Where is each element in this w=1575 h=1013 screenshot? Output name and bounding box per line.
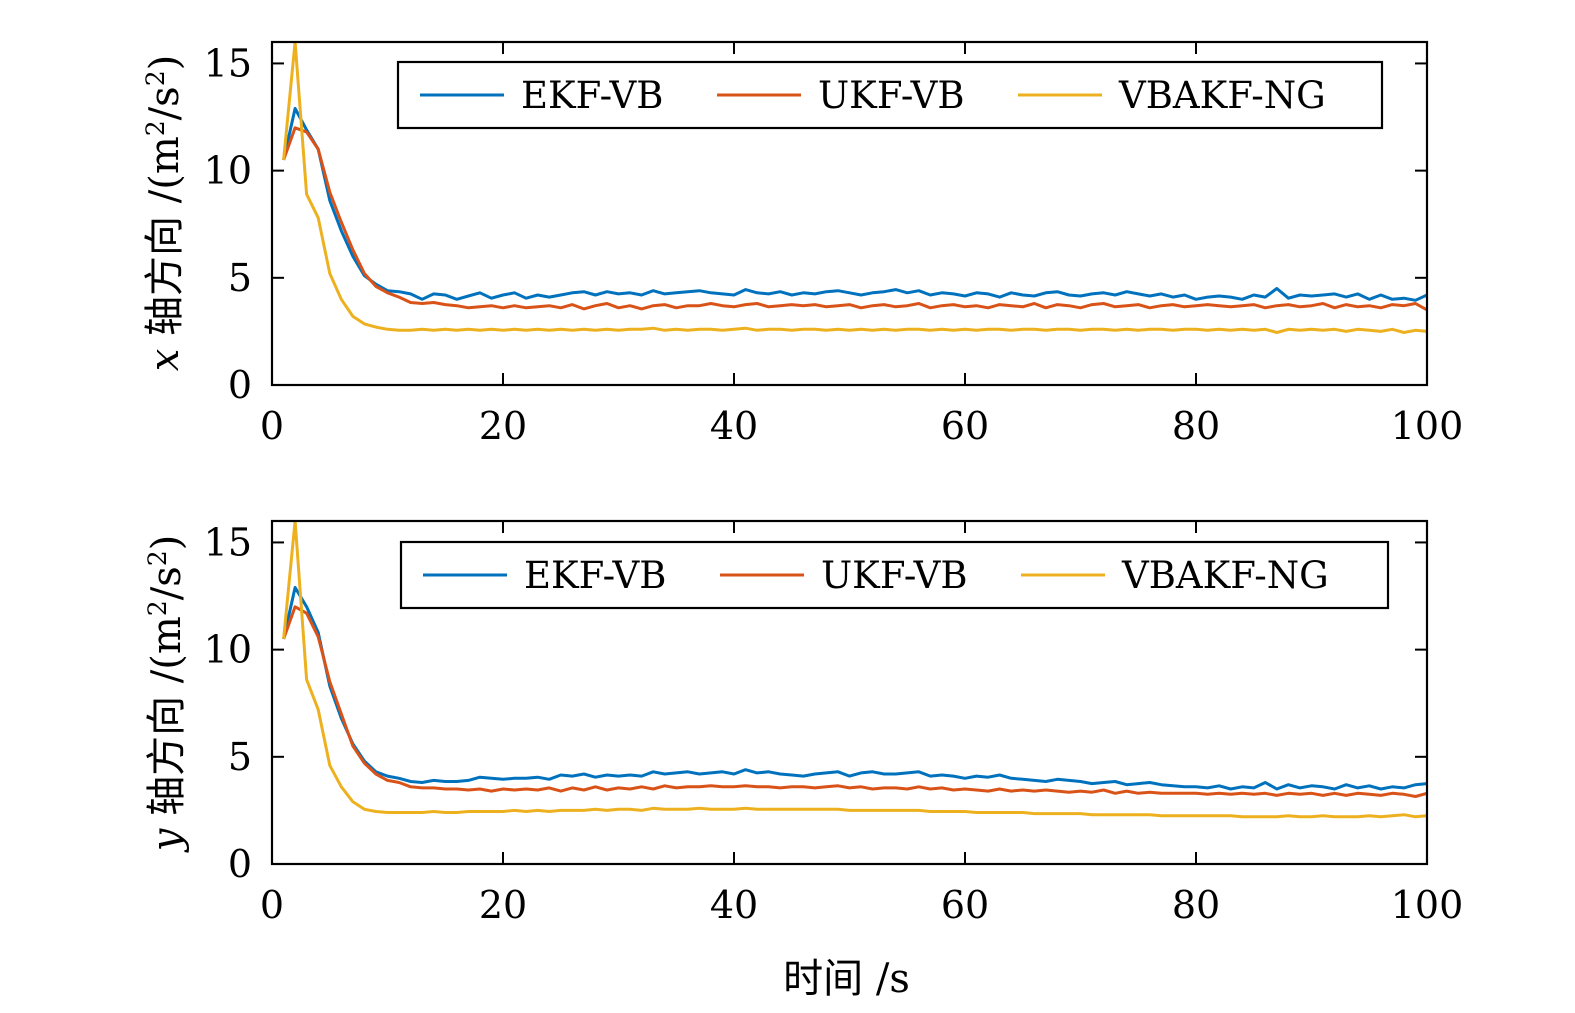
x-tick-label: 100 (1391, 883, 1464, 927)
y-tick-label: 15 (204, 520, 252, 564)
axes-box (270, 40, 1429, 387)
legend-box (396, 60, 1384, 130)
legend-label-ukf-vb: UKF-VB (821, 554, 968, 597)
x-tick-label: 60 (941, 404, 989, 448)
series-line-ukf-vb (282, 605, 1427, 798)
y-axis-label-part: x (142, 349, 188, 372)
y-axis-label-part: ) (142, 55, 188, 71)
y-axis-label: x 轴方向 /(m2/s2) (141, 55, 189, 371)
legend-box (399, 540, 1390, 610)
legend: EKF-VB UKF-VB VBAKF-NG (396, 60, 1384, 130)
y-tick-label: 5 (228, 735, 252, 779)
x-tick-label: 0 (260, 883, 284, 927)
legend-label-ekf-vb: EKF-VB (521, 74, 663, 117)
y-axis-label-part: /(m (142, 136, 188, 203)
y-axis-label: y 轴方向 /(m2/s2) (143, 535, 191, 854)
y-tick-label: 5 (228, 256, 252, 300)
x-tick-label: 60 (941, 883, 989, 927)
series-group (282, 521, 1427, 819)
x-tick-label: 80 (1172, 883, 1220, 927)
y-axis-label-part: /s (142, 86, 188, 120)
x-axis-label: 时间 /s (783, 956, 910, 1002)
series-line-ekf-vb (282, 586, 1427, 791)
x-tick-label: 40 (710, 883, 758, 927)
y-axis-label-part: 轴方向 (142, 216, 188, 336)
x-tick-label: 100 (1391, 404, 1464, 448)
x-tick-label: 20 (479, 404, 527, 448)
y-axis-label-part: 轴方向 (144, 696, 190, 816)
y-tick-label: 10 (204, 149, 252, 193)
y-tick-label: 0 (228, 842, 252, 886)
x-tick-label: 40 (710, 404, 758, 448)
legend-label-vbakf-ng: VBAKF-NG (1118, 74, 1326, 117)
legend-label-ukf-vb: UKF-VB (818, 74, 965, 117)
series-line-vbakf-ng (282, 42, 1427, 334)
x-tick-label: 20 (479, 883, 527, 927)
y-axis-label-part: 2 (141, 70, 170, 86)
chart-panel-1: 0 20 40 60 80 100 0 5 10 15 EKF-VB UKF-VB VBAKF-NG x … (141, 40, 1464, 448)
series-line-ekf-vb (282, 107, 1427, 302)
y-tick-label: 10 (204, 628, 252, 672)
legend-label-vbakf-ng: VBAKF-NG (1121, 554, 1329, 597)
y-axis-label-part: 2 (143, 600, 172, 616)
y-axis-label-part: y (144, 827, 190, 853)
y-axis-label-part: 2 (143, 550, 172, 566)
y-axis-label-part: ) (144, 535, 190, 551)
chart-panel-2: 0 20 40 60 80 100 0 5 10 15 EKF-VB UKF-VB VBAKF-NG y … (143, 519, 1464, 1002)
y-axis-label-part: /(m (144, 616, 190, 683)
series-group (282, 42, 1427, 334)
legend-label-ekf-vb: EKF-VB (524, 554, 666, 597)
legend: EKF-VB UKF-VB VBAKF-NG (399, 540, 1390, 610)
series-line-ukf-vb (282, 126, 1427, 312)
axes-box (270, 519, 1429, 866)
x-tick-label: 80 (1172, 404, 1220, 448)
y-axis-label-part: 2 (141, 120, 170, 136)
y-axis-label-part: /s (144, 566, 190, 600)
x-tick-label: 0 (260, 404, 284, 448)
y-tick-label: 15 (204, 41, 252, 85)
series-line-vbakf-ng (282, 521, 1427, 819)
y-tick-label: 0 (228, 363, 252, 407)
